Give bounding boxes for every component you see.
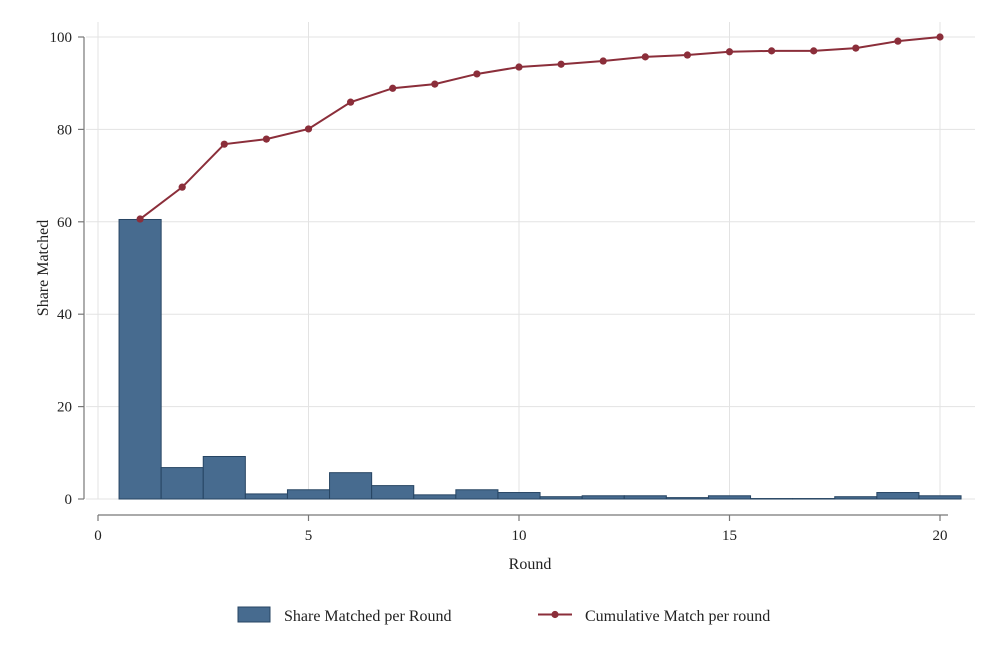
bar xyxy=(750,498,794,500)
y-axis-title: Share Matched xyxy=(35,220,52,316)
line-point xyxy=(515,63,523,71)
bar-series xyxy=(118,218,962,500)
legend-swatch-marker xyxy=(551,610,559,619)
cumulative-line xyxy=(139,36,941,220)
line-point xyxy=(389,84,397,92)
bar xyxy=(665,497,709,500)
line-point xyxy=(557,60,565,68)
bar xyxy=(202,455,246,500)
legend-label-bar: Share Matched per Round xyxy=(284,608,452,625)
bar xyxy=(707,495,752,500)
line-point xyxy=(599,57,607,65)
bar xyxy=(329,472,373,500)
x-tick-label: 5 xyxy=(305,528,313,544)
axes xyxy=(83,37,948,516)
bar xyxy=(539,496,583,500)
legend-label-line: Cumulative Match per round xyxy=(585,608,770,625)
x-tick-label: 0 xyxy=(94,528,102,544)
line-point xyxy=(347,98,355,106)
bar xyxy=(371,485,415,500)
x-tick-label: 15 xyxy=(722,528,737,544)
bar xyxy=(244,493,288,500)
y-tick-label: 40 xyxy=(57,307,72,323)
bar xyxy=(834,496,878,500)
bar xyxy=(918,495,962,500)
line-point xyxy=(304,125,313,133)
y-tick-label: 0 xyxy=(65,492,73,508)
bar xyxy=(160,467,204,500)
y-tick-label: 80 xyxy=(57,122,72,138)
bar xyxy=(623,495,667,500)
grid xyxy=(86,22,975,500)
line-point xyxy=(220,140,228,148)
tick-labels: 0 20 40 60 80 100 0 5 10 15 20 xyxy=(50,30,948,544)
line-point xyxy=(852,44,860,52)
line-point xyxy=(431,80,439,88)
bar xyxy=(455,489,499,500)
line-point xyxy=(683,51,692,59)
line-point xyxy=(725,48,734,56)
line-point xyxy=(768,47,776,55)
bar xyxy=(286,489,331,500)
x-tick-label: 10 xyxy=(512,528,527,544)
line-point xyxy=(810,47,818,55)
bar xyxy=(792,498,836,500)
y-tick-label: 60 xyxy=(57,215,72,231)
bar xyxy=(581,495,625,500)
bar xyxy=(118,218,162,500)
legend: Share Matched per Round Cumulative Match… xyxy=(237,606,770,625)
bar xyxy=(413,494,457,500)
line-point xyxy=(894,37,902,45)
y-tick-label: 100 xyxy=(50,30,73,46)
x-tick-label: 20 xyxy=(933,528,948,544)
bar xyxy=(497,492,541,500)
line-point xyxy=(473,70,481,78)
bar xyxy=(876,492,920,500)
line-point xyxy=(641,53,649,61)
legend-swatch-bar xyxy=(237,606,271,623)
x-axis-title: Round xyxy=(509,556,552,573)
line-point xyxy=(178,183,186,191)
y-tick-label: 20 xyxy=(57,400,72,416)
line-point xyxy=(262,135,270,143)
line-series xyxy=(136,33,944,223)
line-point xyxy=(936,33,944,41)
line-point xyxy=(136,215,144,223)
